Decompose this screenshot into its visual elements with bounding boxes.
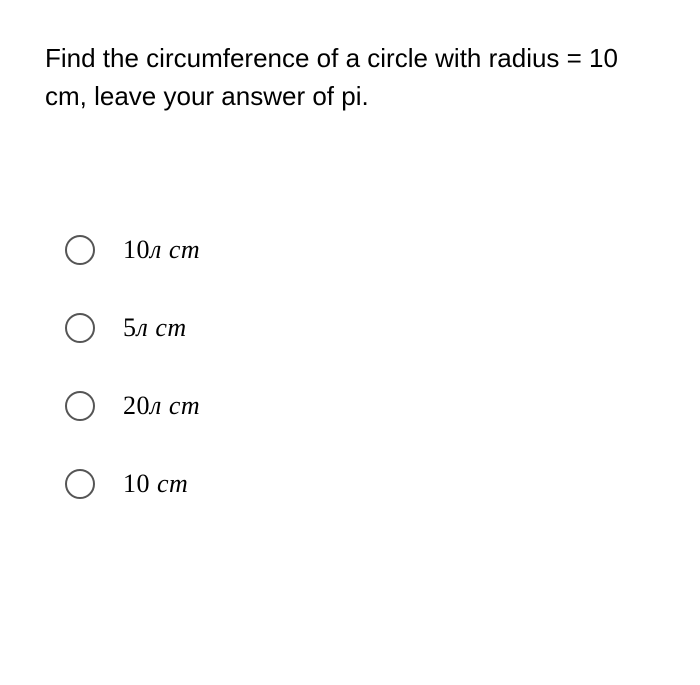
radio-button[interactable] [65,235,95,265]
radio-button[interactable] [65,313,95,343]
option-row[interactable]: 10 cm [65,469,655,499]
option-pi: л [150,391,162,420]
option-number: 10 [123,235,150,264]
option-pi: л [137,313,149,342]
option-unit: cm [150,469,188,498]
option-unit: cm [162,235,200,264]
option-label: 20л cm [123,391,200,421]
option-pi: л [150,235,162,264]
option-number: 10 [123,469,150,498]
option-label: 10л cm [123,235,200,265]
question-text: Find the circumference of a circle with … [45,40,655,115]
radio-button[interactable] [65,469,95,499]
option-unit: cm [148,313,186,342]
option-unit: cm [162,391,200,420]
option-number: 20 [123,391,150,420]
option-label: 10 cm [123,469,188,499]
option-label: 5л cm [123,313,187,343]
option-row[interactable]: 10л cm [65,235,655,265]
option-number: 5 [123,313,137,342]
options-container: 10л cm 5л cm 20л cm 10 cm [45,235,655,499]
option-row[interactable]: 5л cm [65,313,655,343]
radio-button[interactable] [65,391,95,421]
option-row[interactable]: 20л cm [65,391,655,421]
